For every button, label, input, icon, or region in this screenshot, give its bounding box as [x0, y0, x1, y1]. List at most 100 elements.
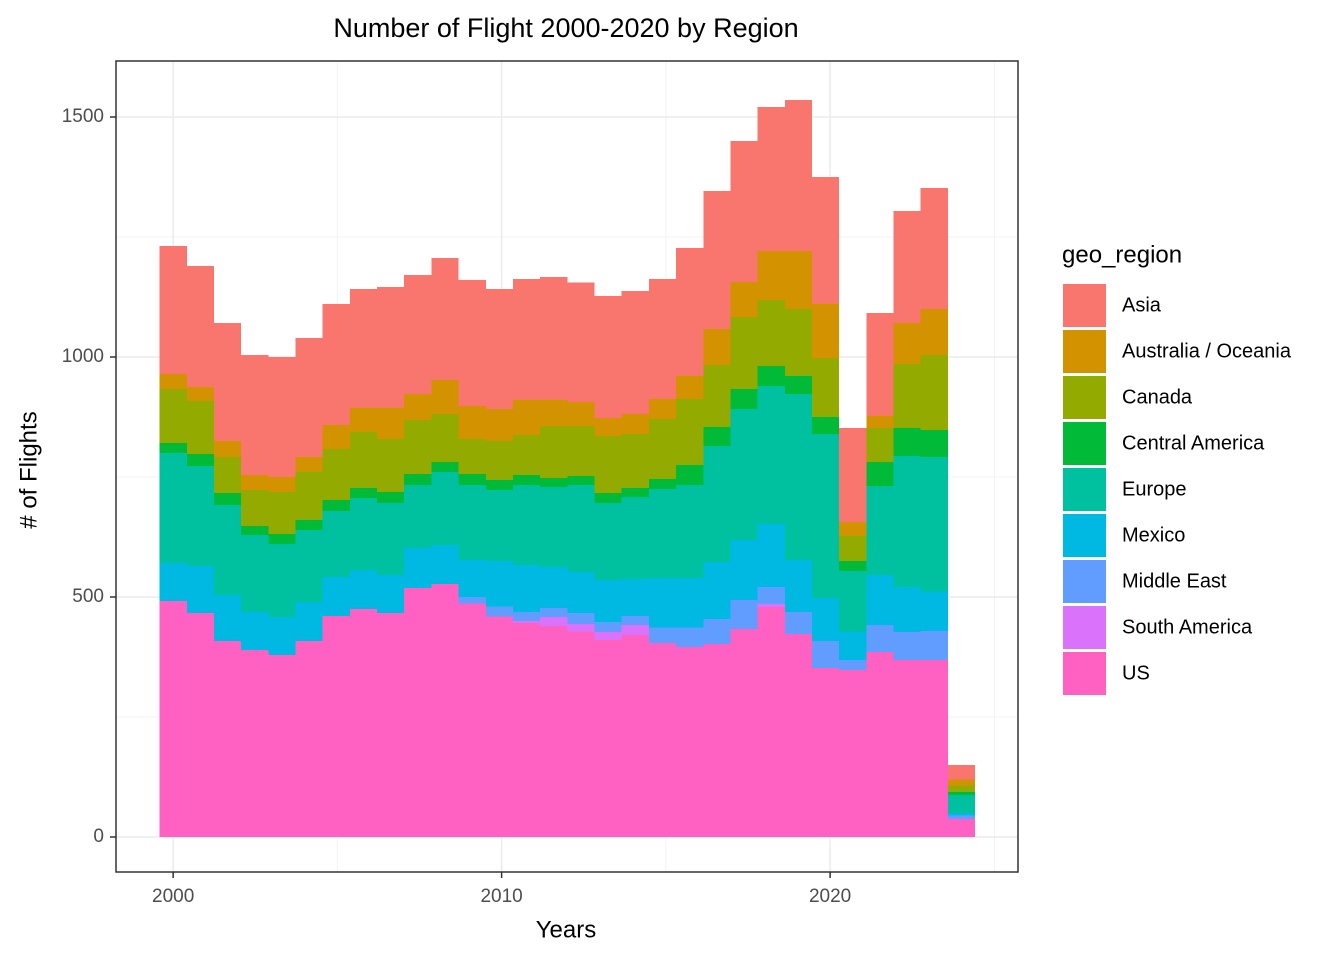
plot-border	[115, 60, 1019, 873]
histogram-bar	[757, 385, 785, 525]
histogram-bar	[567, 572, 595, 613]
histogram-bar	[594, 417, 622, 437]
histogram-bar	[349, 431, 378, 489]
histogram-bar	[839, 428, 867, 523]
histogram-bar	[213, 492, 242, 505]
histogram-bar	[404, 419, 432, 475]
histogram-bar	[730, 141, 758, 283]
legend-key	[1063, 560, 1106, 603]
legend-title: geo_region	[1062, 241, 1182, 268]
histogram-bar	[322, 511, 350, 577]
histogram-bar	[757, 586, 785, 605]
histogram-bar	[811, 417, 840, 434]
histogram-bar	[322, 425, 350, 450]
histogram-bar	[594, 436, 622, 493]
histogram-bar	[811, 668, 840, 838]
histogram-bar	[322, 449, 350, 501]
histogram-bar	[920, 429, 948, 457]
histogram-bar	[703, 329, 731, 366]
histogram-bar	[377, 491, 405, 503]
histogram-bar	[512, 564, 541, 612]
histogram-bar	[322, 576, 350, 617]
histogram-bar	[676, 577, 704, 628]
histogram-bar	[512, 485, 541, 565]
histogram-bar	[947, 794, 976, 814]
histogram-bar	[512, 622, 541, 838]
histogram-bar	[512, 278, 541, 401]
histogram-bar	[295, 456, 323, 473]
legend-label: Asia	[1122, 294, 1162, 316]
histogram-bar	[458, 280, 486, 406]
histogram-bar	[322, 500, 350, 512]
histogram-bar	[893, 632, 921, 660]
histogram-bar	[485, 606, 513, 617]
histogram-bar	[186, 465, 214, 566]
histogram-bar	[947, 813, 976, 816]
histogram-bar	[730, 317, 758, 390]
histogram-bar	[839, 536, 867, 562]
histogram-bar	[295, 641, 323, 838]
histogram-bar	[703, 644, 731, 838]
histogram-bar	[567, 282, 595, 403]
histogram-bar	[621, 624, 649, 635]
histogram-bar	[676, 646, 704, 838]
histogram-bar	[458, 405, 486, 440]
histogram-bar	[186, 565, 214, 613]
x-axis-label: Years	[536, 916, 597, 943]
histogram-bar	[621, 414, 649, 434]
histogram-bar	[159, 600, 187, 838]
histogram-bar	[241, 355, 269, 476]
histogram-bar	[784, 560, 812, 612]
histogram-bar	[567, 476, 595, 486]
histogram-bar	[213, 322, 242, 442]
histogram-bar	[404, 474, 432, 486]
histogram-bar	[540, 487, 568, 567]
histogram-bar	[621, 497, 649, 579]
histogram-bar	[947, 779, 976, 786]
histogram-bar	[784, 633, 812, 838]
histogram-bar	[648, 418, 677, 479]
legend-label: South America	[1122, 616, 1253, 638]
histogram-bar	[540, 625, 568, 838]
histogram-bar	[730, 539, 758, 600]
histogram-bar	[703, 365, 731, 428]
histogram-bar	[431, 414, 459, 463]
histogram-bar	[540, 400, 568, 427]
y-tick-label: 1500	[62, 106, 104, 127]
histogram-bar	[295, 601, 323, 642]
histogram-bar	[404, 485, 432, 549]
histogram-bar	[811, 177, 840, 305]
histogram-bar	[377, 612, 405, 838]
histogram-bar	[757, 607, 785, 838]
histogram-bar	[757, 604, 785, 608]
histogram-bar	[540, 566, 568, 609]
histogram-bar	[540, 608, 568, 618]
histogram-bar	[213, 504, 242, 596]
histogram-bar	[322, 304, 350, 426]
histogram-bar	[648, 478, 677, 490]
histogram-bar	[866, 416, 894, 429]
histogram-bar	[512, 611, 541, 622]
histogram-bar	[703, 445, 731, 562]
histogram-bar	[458, 474, 486, 486]
histogram-bar	[594, 621, 622, 633]
histogram-bar	[594, 640, 622, 838]
histogram-bar	[594, 492, 622, 503]
histogram-bar	[213, 456, 242, 493]
histogram-bar	[241, 535, 269, 612]
histogram-bar	[811, 433, 840, 598]
chart-title: Number of Flight 2000-2020 by Region	[333, 13, 798, 43]
legend-label: Mexico	[1122, 524, 1185, 546]
histogram-bar	[866, 624, 894, 653]
histogram-bar	[920, 309, 948, 356]
histogram-bar	[730, 629, 758, 838]
histogram-bar	[784, 100, 812, 251]
legend-label: Europe	[1122, 478, 1187, 500]
legend-label: US	[1122, 662, 1150, 684]
histogram-bar	[186, 453, 214, 466]
histogram-bar	[159, 246, 187, 374]
histogram-bar	[757, 299, 785, 367]
histogram-bar	[839, 522, 867, 537]
legend-label: Canada	[1122, 386, 1193, 408]
